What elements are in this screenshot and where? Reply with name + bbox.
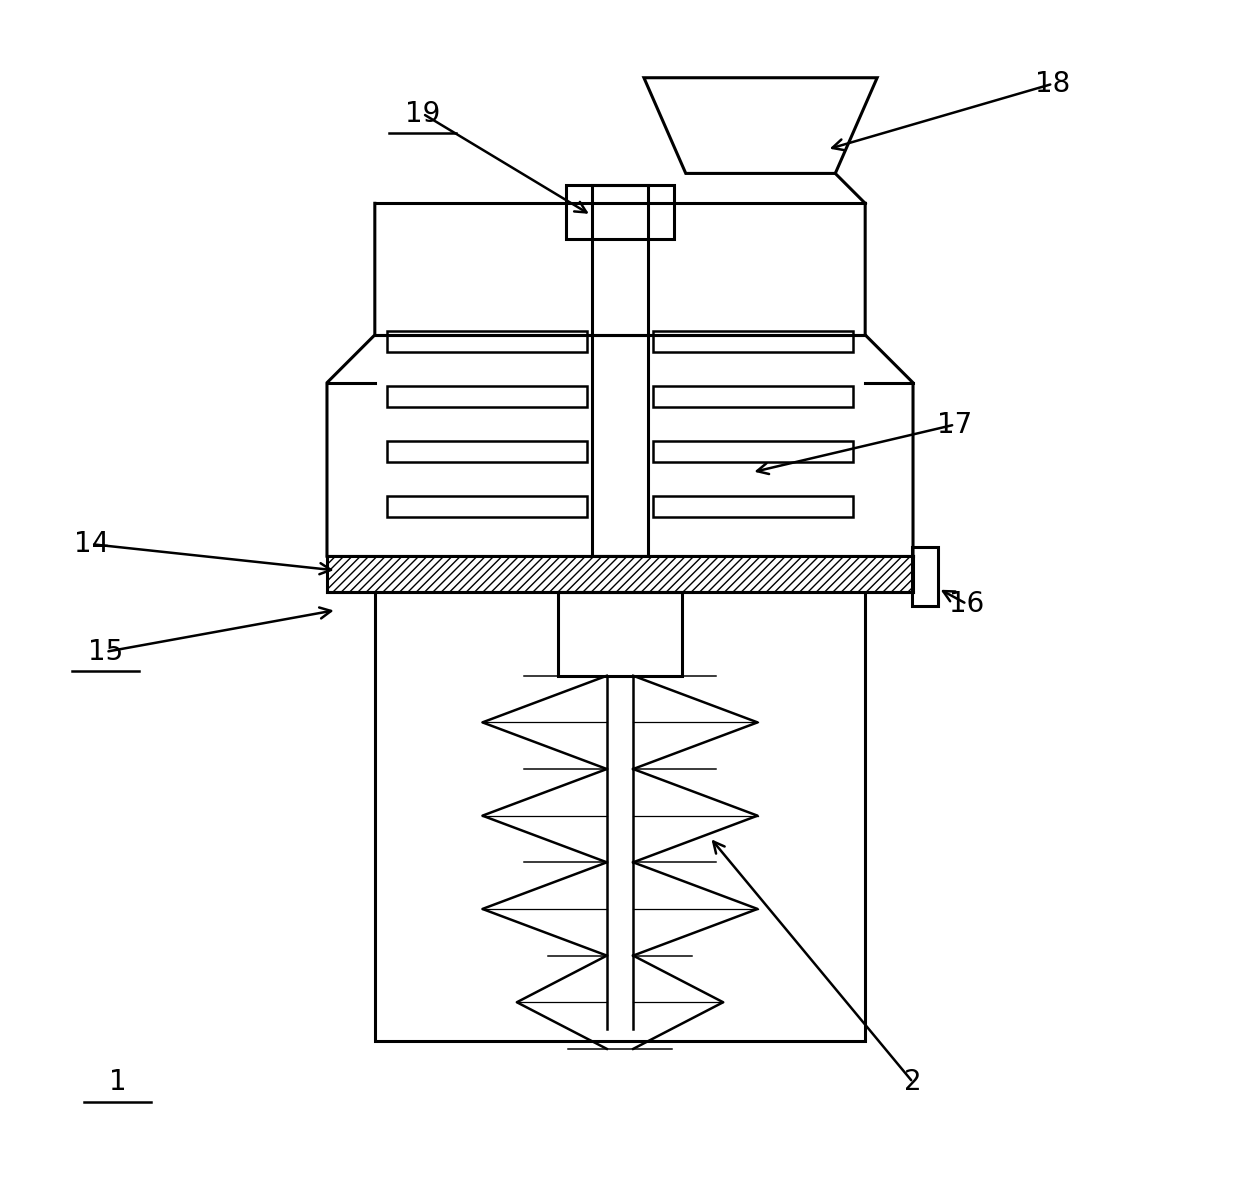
Bar xyxy=(653,386,853,407)
Bar xyxy=(374,562,866,1041)
Text: 18: 18 xyxy=(1035,69,1070,98)
Text: 16: 16 xyxy=(949,590,985,618)
Bar xyxy=(653,496,853,517)
Text: 14: 14 xyxy=(73,530,109,559)
Text: 15: 15 xyxy=(88,637,123,666)
Bar xyxy=(593,185,647,556)
Bar xyxy=(567,185,673,239)
Bar xyxy=(653,441,853,462)
Text: 17: 17 xyxy=(937,410,972,439)
Text: 2: 2 xyxy=(904,1068,921,1097)
Text: 1: 1 xyxy=(109,1068,126,1097)
Bar xyxy=(387,386,587,407)
Bar xyxy=(387,496,587,517)
Bar xyxy=(653,331,853,352)
Bar xyxy=(387,441,587,462)
Bar xyxy=(911,547,939,606)
Bar xyxy=(387,331,587,352)
Bar xyxy=(558,592,682,676)
Bar xyxy=(327,556,913,592)
Text: 19: 19 xyxy=(405,99,440,128)
